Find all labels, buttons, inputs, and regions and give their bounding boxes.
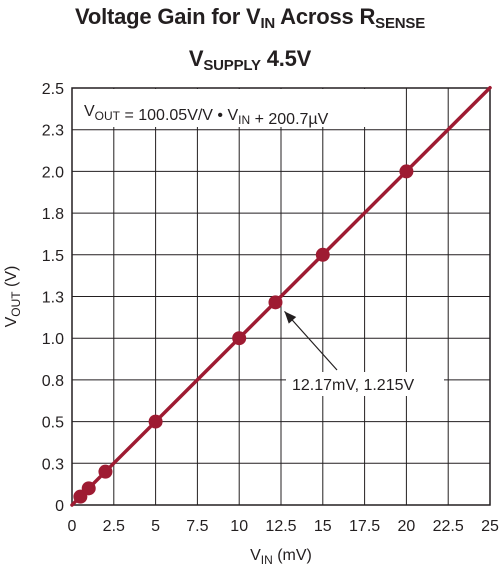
x-axis-label-unit: (mV) [273,547,312,564]
equation-part: = 100.05V/V • V [120,107,238,124]
data-point [268,295,283,310]
data-point [315,247,330,262]
x-tick-label: 22.5 [433,518,464,535]
data-point [81,481,96,496]
title-subscript: IN [260,15,276,32]
x-tick-label: 25 [481,518,499,535]
equation-subscript: IN [238,113,250,127]
y-tick-label: 1.0 [42,331,64,348]
fit-line [70,86,492,507]
subtitle-part: V [188,46,204,71]
y-tick-label: 0.5 [42,415,64,432]
y-axis-label: VOUT (V) [3,266,23,328]
equation-background [73,89,373,127]
subtitle-subscript: SUPPLY [203,57,261,74]
x-tick-label: 20 [398,518,416,535]
data-point [98,464,113,479]
equation-subscript: OUT [95,109,121,123]
x-tick-label: 0 [68,518,77,535]
x-tick-label: 7.5 [186,518,208,535]
y-axis-label-subscript: OUT [9,291,23,317]
chart-title: Voltage Gain for VIN Across RSENSE [0,4,500,32]
x-tick-label: 2.5 [103,518,125,535]
y-axis-label-main: V [3,316,20,327]
axis-ticks: 0 2.5 5 7.5 10 12.5 15 17.5 20 22.5 25 0 0.3 0.5 0.8 1.… [42,81,499,535]
title-part: Voltage Gain for V [74,4,261,29]
annotation-arrowhead [284,311,297,324]
x-tick-label: 15 [314,518,332,535]
y-axis-label-unit: (V) [3,266,20,292]
x-tick-label: 12.5 [265,518,296,535]
y-tick-label: 2.0 [42,164,64,181]
y-tick-label: 1.3 [42,290,64,307]
y-tick-label: 0 [55,498,64,515]
y-tick-label: 1.8 [42,206,64,223]
x-axis-label: VIN (mV) [250,547,312,567]
x-tick-label: 5 [151,518,160,535]
x-tick-label: 10 [230,518,248,535]
y-tick-label: 0.3 [42,456,64,473]
annotation-arrow-line [284,310,338,371]
data-point [232,331,247,346]
equation-part: V [84,103,95,120]
subtitle-part: 4.5V [260,46,312,71]
title-part: Across R [275,4,376,29]
y-tick-label: 2.3 [42,123,64,140]
annotation-background [286,372,444,396]
x-tick-label: 17.5 [349,518,380,535]
y-tick-label: 2.5 [42,81,64,98]
chart-subtitle: VSUPPLY 4.5V [0,46,500,74]
fit-equation: VOUT = 100.05V/V • VIN + 200.7µV [84,103,329,128]
data-point [148,414,163,429]
y-tick-label: 1.5 [42,248,64,265]
series-layer: 12.17mV, 1.215V [70,86,492,507]
data-point [399,164,414,179]
x-axis-label-main: V [250,547,261,564]
y-tick-label: 0.8 [42,373,64,390]
annotation-text: 12.17mV, 1.215V [292,377,415,394]
plot-frame [71,87,491,506]
title-subscript: SENSE [375,15,426,32]
x-axis-label-subscript: IN [261,553,273,567]
equation-part: + 200.7µV [250,111,328,128]
